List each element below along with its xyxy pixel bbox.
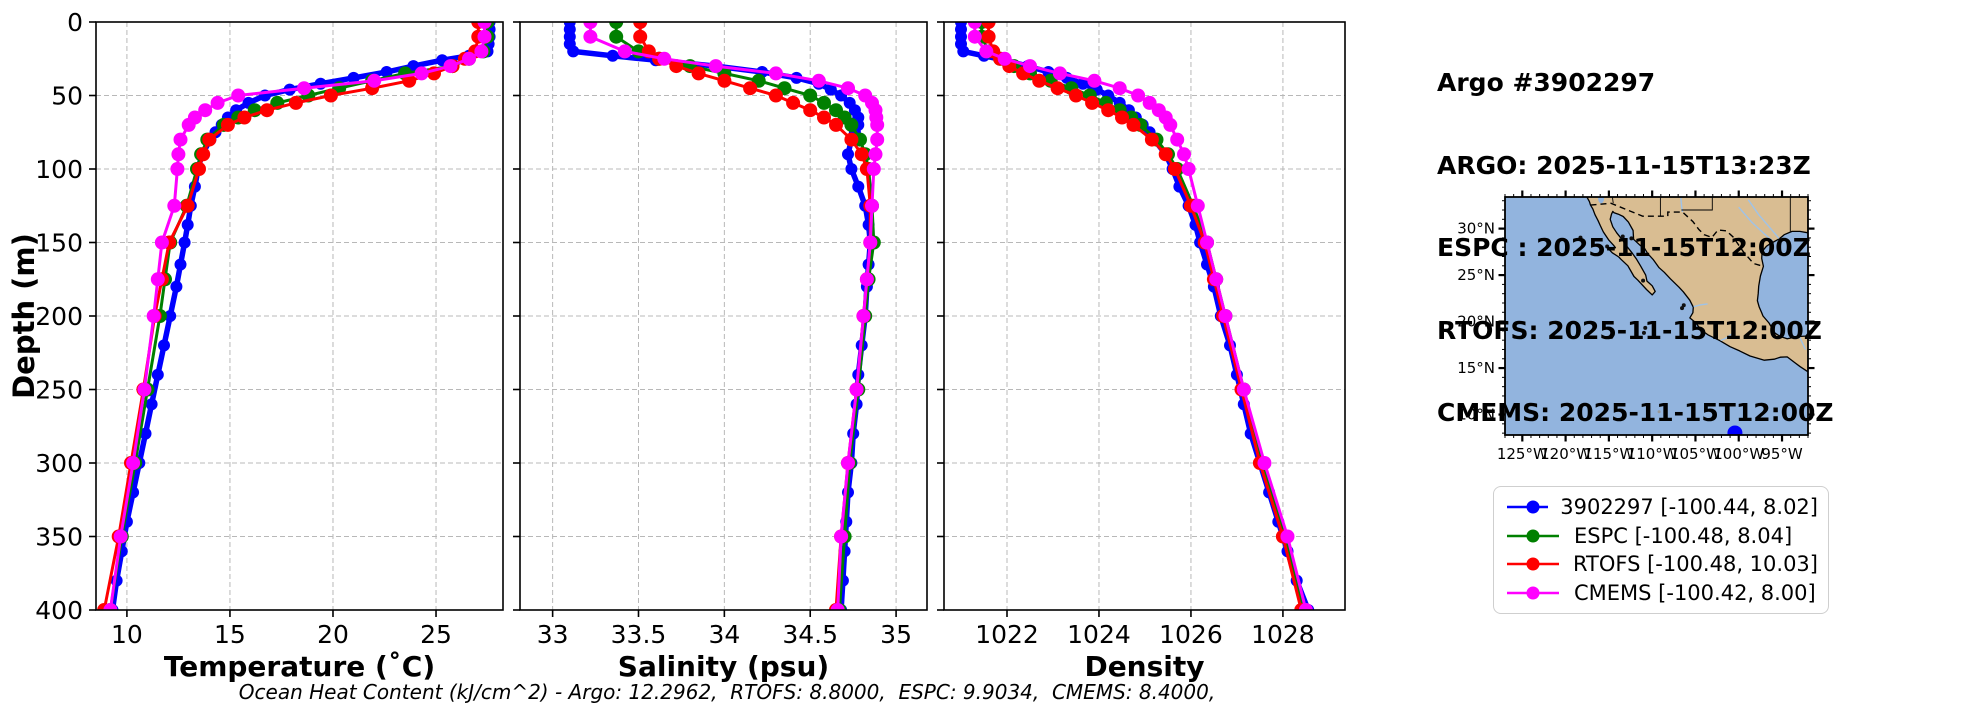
x-tick-label: 33.5 <box>611 620 667 649</box>
x-tick-label: 1026 <box>1159 620 1223 649</box>
legend-line-marker-swatch <box>1507 557 1559 571</box>
legend-entry: RTOFS [-100.48, 10.03] <box>1504 551 1818 578</box>
x-tick-label: 25 <box>420 620 452 649</box>
x-tick-label: 35 <box>880 620 912 649</box>
cmems-profile-markers <box>103 22 492 610</box>
legend-line-marker-swatch <box>1507 500 1549 514</box>
gridlines <box>944 22 1345 610</box>
x-tick-label: 1022 <box>975 620 1039 649</box>
map-lat-label: 15°N <box>1457 359 1495 377</box>
map-lat-label: 25°N <box>1457 266 1495 284</box>
legend-entry: CMEMS [-100.42, 8.00] <box>1504 579 1818 606</box>
depth-tick-label: 300 <box>35 449 83 478</box>
map-lon-label: 105°W <box>1670 445 1721 463</box>
x-tick-label: 34 <box>708 620 740 649</box>
map-lon-label: 95°W <box>1761 445 1803 463</box>
depth-tick-label: 100 <box>35 155 83 184</box>
cmems-profile-markers <box>967 22 1313 610</box>
title-float-id: Argo #3902297 <box>1437 68 1656 97</box>
legend-label: 3902297 [-100.44, 8.02] <box>1560 495 1818 520</box>
legend-label: RTOFS [-100.48, 10.03] <box>1572 552 1818 577</box>
map-lon-label: 120°W <box>1540 445 1591 463</box>
x-axis-title: Salinity (psu) <box>618 650 829 683</box>
depth-tick-label: 50 <box>51 82 83 111</box>
depth-tick-label: 400 <box>35 596 83 625</box>
x-axis-title: Density <box>1084 650 1204 683</box>
land-coastline <box>1586 197 1808 373</box>
x-tick-label: 1028 <box>1251 620 1315 649</box>
map-lat-label: 10°N <box>1457 406 1495 424</box>
map-lon-label: 100°W <box>1713 445 1764 463</box>
legend-line-marker-swatch <box>1507 586 1559 600</box>
title-cmems-time: CMEMS: 2025-11-15T12:00Z <box>1437 398 1834 427</box>
argo-float-position-marker <box>1727 425 1743 435</box>
x-tick-label: 10 <box>111 620 143 649</box>
density-panel: 1022 1024 1026 1028 Density <box>937 21 1346 683</box>
x-tick-label: 1024 <box>1067 620 1131 649</box>
map-lon-label: 110°W <box>1627 445 1678 463</box>
x-tick-label: 34.5 <box>782 620 838 649</box>
title-rtofs-time: RTOFS: 2025-11-15T12:00Z <box>1437 315 1822 345</box>
x-axis-title: Temperature (˚C) <box>164 650 435 683</box>
map-ticks <box>1498 190 1815 442</box>
legend-label: CMEMS [-100.42, 8.00] <box>1574 580 1816 605</box>
x-tick-label: 20 <box>317 620 349 649</box>
depth-tick-label: 150 <box>35 229 83 258</box>
lake <box>1598 197 1605 204</box>
title-argo-time: ARGO: 2025-11-15T13:23Z <box>1437 150 1811 180</box>
cmems-profile-markers <box>583 22 885 610</box>
us-mexico-border <box>1590 202 1764 267</box>
map-canvas <box>1505 197 1808 435</box>
depth-tick-label: 200 <box>35 302 83 331</box>
depth-tick-label: 350 <box>35 523 83 552</box>
state-borders <box>1611 197 1791 232</box>
espc-profile-line <box>980 22 1306 610</box>
x-tick-label: 33 <box>537 620 569 649</box>
legend-entry: ESPC [-100.48, 8.04] <box>1504 522 1818 549</box>
legend-entry: 3902297 [-100.44, 8.02] <box>1504 494 1818 521</box>
depth-tick-label: 0 <box>67 8 83 37</box>
depth-axis-title: Depth (m) <box>7 233 41 399</box>
islands <box>1578 234 1686 414</box>
legend: 3902297 [-100.44, 8.02] ESPC [-100.48, 8.… <box>1493 486 1829 614</box>
legend-line-marker-swatch <box>1507 529 1559 543</box>
map-lat-label: 20°N <box>1457 313 1495 331</box>
title-block: Argo #3902297 ARGO: 2025-11-15T13:23Z ES… <box>1437 14 1834 454</box>
profile-plots: 10 15 20 25050100150200250300350400Temperat… <box>7 8 1346 683</box>
x-tick-label: 15 <box>214 620 246 649</box>
salinity-panel: 33 33.5 34 34.5 35 Salinity (psu) <box>513 21 928 683</box>
map-lon-label: 115°W <box>1583 445 1634 463</box>
ocean-heat-content-footer: Ocean Heat Content (kJ/cm^2) - Argo: 12.… <box>238 680 1216 704</box>
map-lon-label: 125°W <box>1497 445 1548 463</box>
map-lat-label: 30°N <box>1457 220 1495 238</box>
temperature-panel: 10 15 20 25050100150200250300350400Temperat… <box>35 8 504 683</box>
depth-tick-label: 250 <box>35 376 83 405</box>
legend-label: ESPC [-100.48, 8.04] <box>1574 523 1793 548</box>
title-espc-time: ESPC : 2025-11-15T12:00Z <box>1437 233 1811 262</box>
